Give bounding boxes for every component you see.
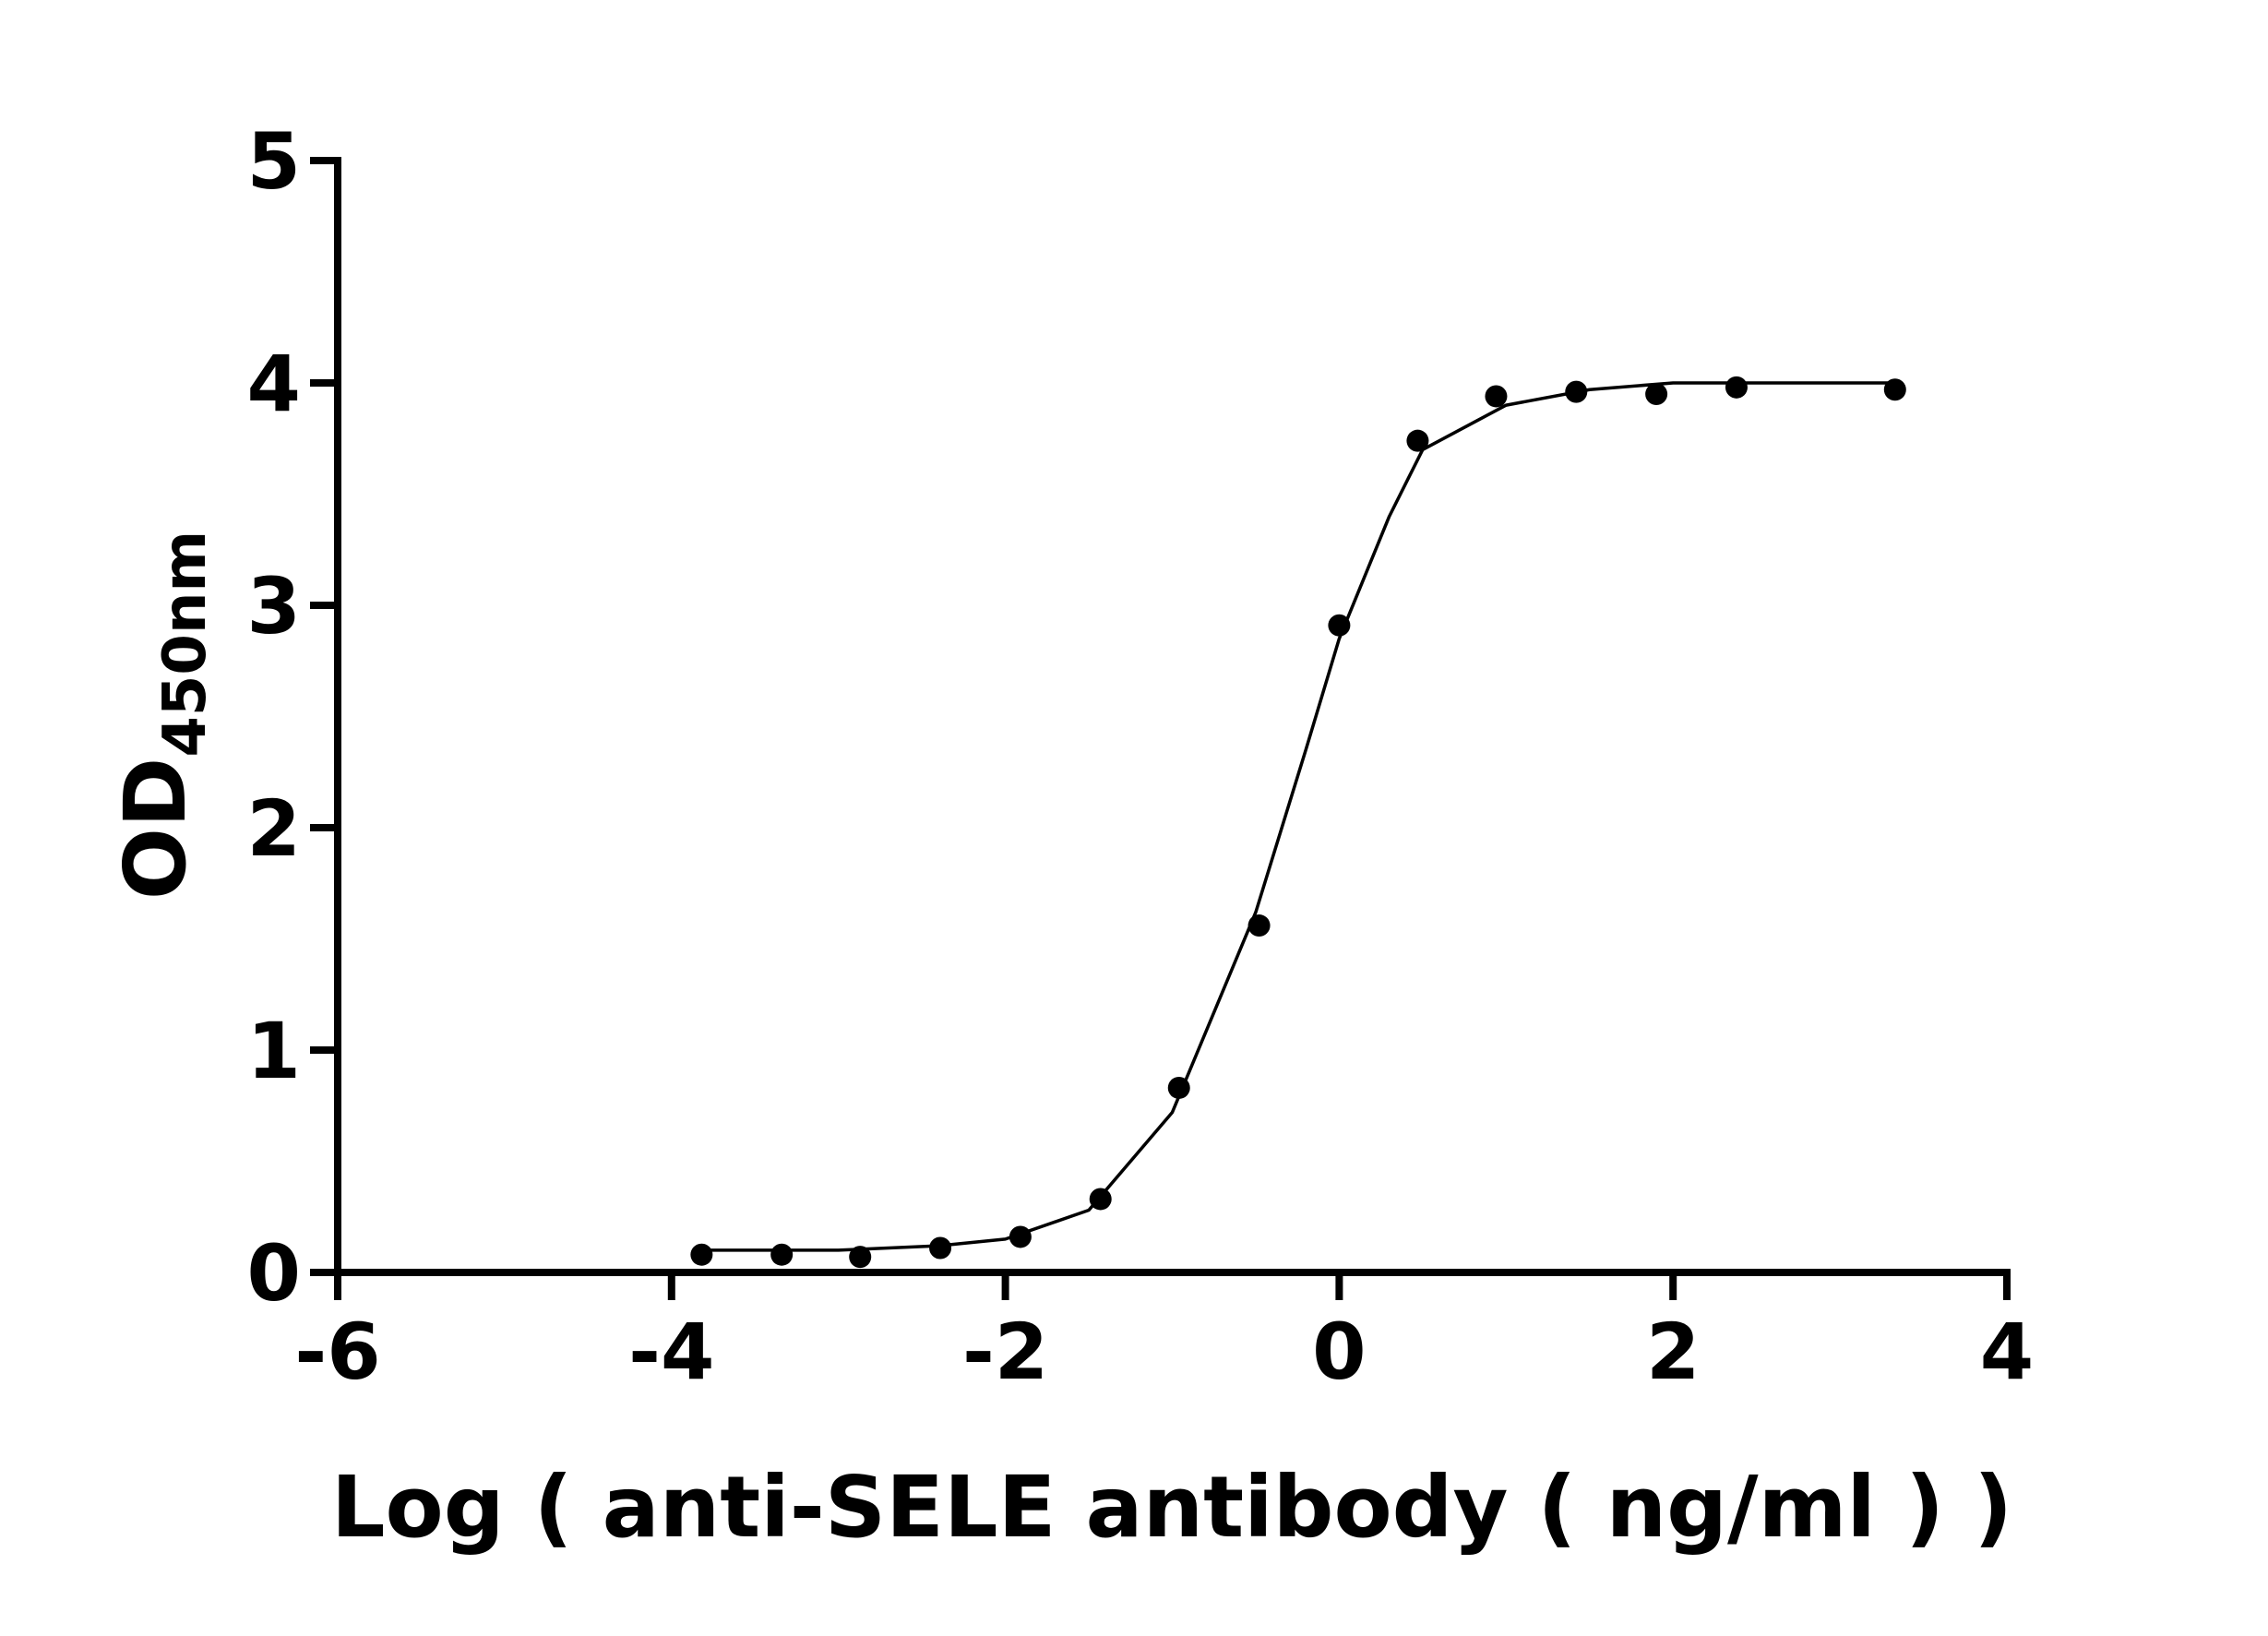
y-tick-label: 4 xyxy=(247,339,301,429)
x-tick-label: 0 xyxy=(1312,1307,1366,1397)
y-tick-label: 0 xyxy=(247,1228,301,1319)
data-point xyxy=(690,1243,713,1266)
data-point xyxy=(1328,614,1351,637)
y-tick-label: 1 xyxy=(247,1006,301,1096)
y-tick-label: 2 xyxy=(247,783,301,874)
y-axis-label-main: OD xyxy=(106,758,205,901)
y-axis-label: OD450nm xyxy=(106,531,220,900)
x-tick-label: -2 xyxy=(962,1307,1048,1397)
fit-curve xyxy=(701,381,1895,1252)
x-tick-label: -6 xyxy=(294,1307,380,1397)
x-tick-label: 4 xyxy=(1980,1307,2034,1397)
x-tick-label: -4 xyxy=(628,1307,714,1397)
data-point xyxy=(770,1243,794,1266)
data-point xyxy=(1485,385,1508,408)
data-point xyxy=(929,1236,952,1260)
data-point xyxy=(1406,429,1429,452)
data-point xyxy=(1645,383,1668,406)
y-axis-label-subscript: 450nm xyxy=(151,531,220,758)
x-axis-label: Log ( anti-SELE antibody ( ng/ml ) ) xyxy=(331,1458,2012,1557)
data-point xyxy=(1725,376,1748,399)
y-tick-label: 5 xyxy=(247,116,301,207)
y-tick-label: 3 xyxy=(247,561,301,651)
data-point xyxy=(849,1246,872,1269)
x-tick-label: 2 xyxy=(1646,1307,1700,1397)
